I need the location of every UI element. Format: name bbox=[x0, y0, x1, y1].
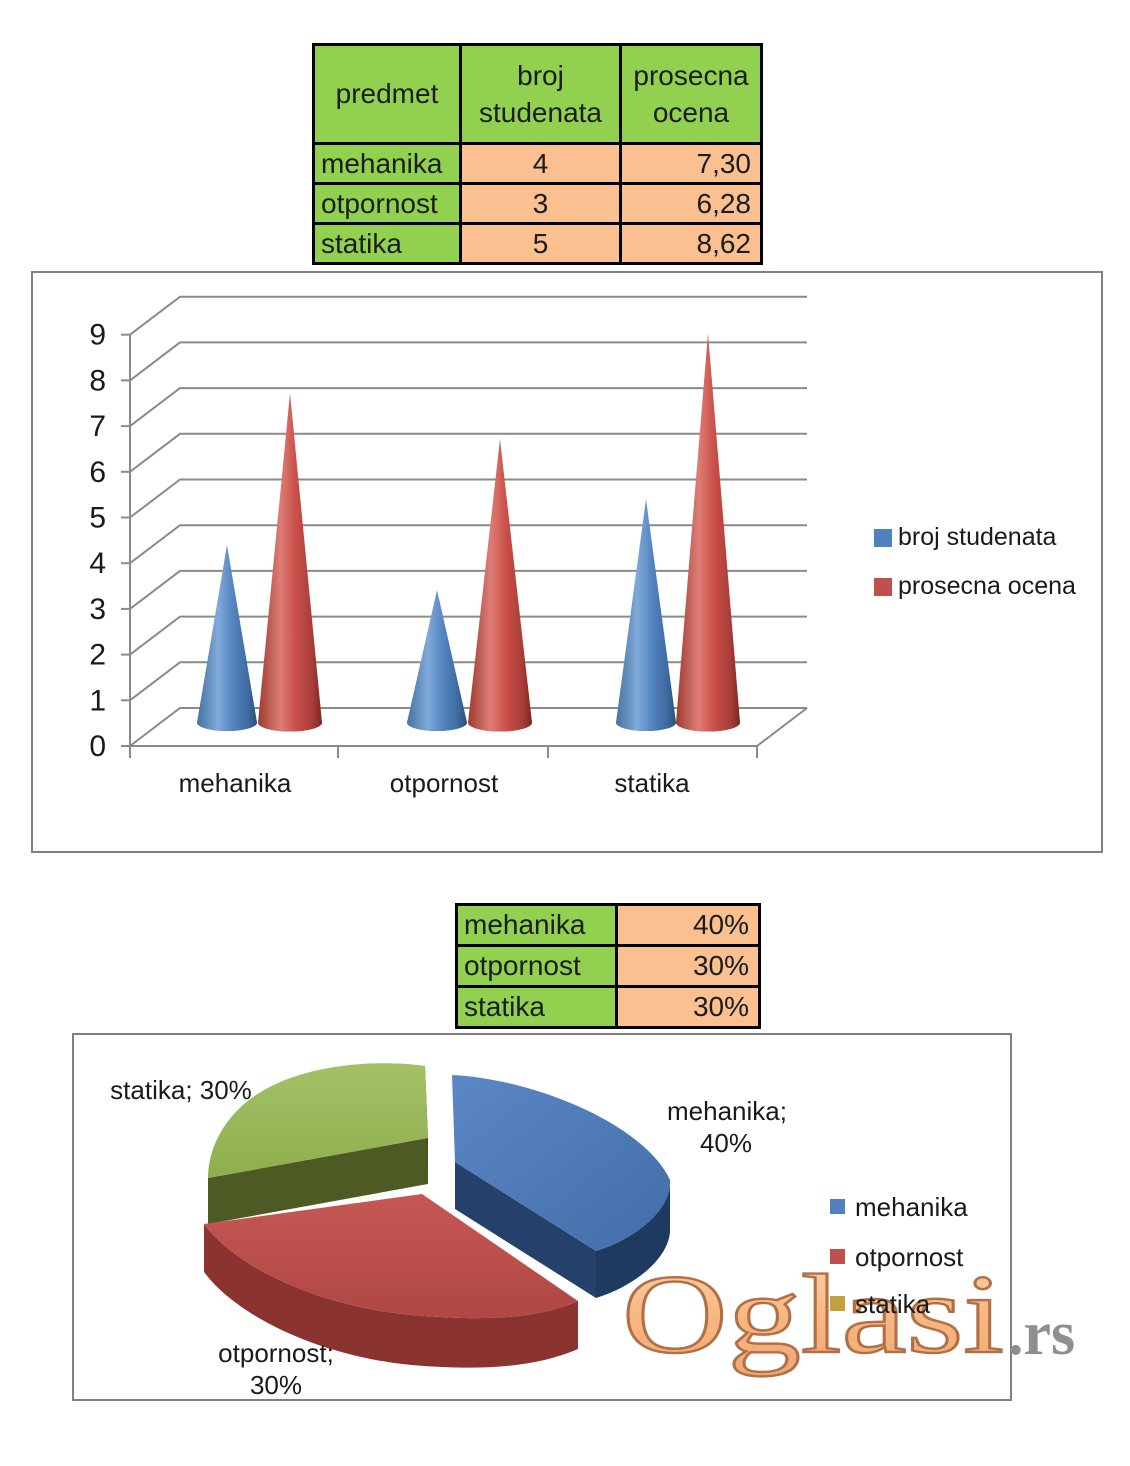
svg-text:Oglasi: Oglasi bbox=[622, 1252, 1004, 1377]
svg-text:mehanika: mehanika bbox=[179, 768, 292, 798]
svg-text:2: 2 bbox=[89, 639, 106, 672]
svg-text:5: 5 bbox=[89, 502, 106, 535]
svg-text:otpornost: otpornost bbox=[855, 1242, 964, 1272]
svg-text:9: 9 bbox=[89, 319, 106, 352]
svg-text:statika: statika bbox=[855, 1289, 931, 1319]
svg-text:4: 4 bbox=[89, 547, 106, 580]
svg-text:6: 6 bbox=[89, 456, 106, 489]
svg-text:otpornost: otpornost bbox=[390, 768, 499, 798]
svg-text:1: 1 bbox=[89, 684, 106, 717]
svg-text:.rs: .rs bbox=[1008, 1300, 1075, 1368]
svg-text:8: 8 bbox=[89, 364, 106, 397]
svg-text:otpornost;: otpornost; bbox=[218, 1338, 334, 1368]
svg-text:statika; 30%: statika; 30% bbox=[110, 1075, 252, 1105]
svg-text:prosecna ocena: prosecna ocena bbox=[898, 572, 1076, 600]
svg-text:mehanika: mehanika bbox=[855, 1192, 968, 1222]
svg-text:statika: statika bbox=[614, 768, 690, 798]
svg-text:3: 3 bbox=[89, 593, 106, 626]
svg-text:0: 0 bbox=[89, 730, 106, 763]
svg-text:broj studenata: broj studenata bbox=[898, 523, 1057, 551]
svg-text:7: 7 bbox=[89, 410, 106, 443]
svg-text:30%: 30% bbox=[250, 1370, 302, 1400]
svg-text:mehanika;: mehanika; bbox=[667, 1096, 787, 1126]
svg-text:40%: 40% bbox=[700, 1128, 752, 1158]
